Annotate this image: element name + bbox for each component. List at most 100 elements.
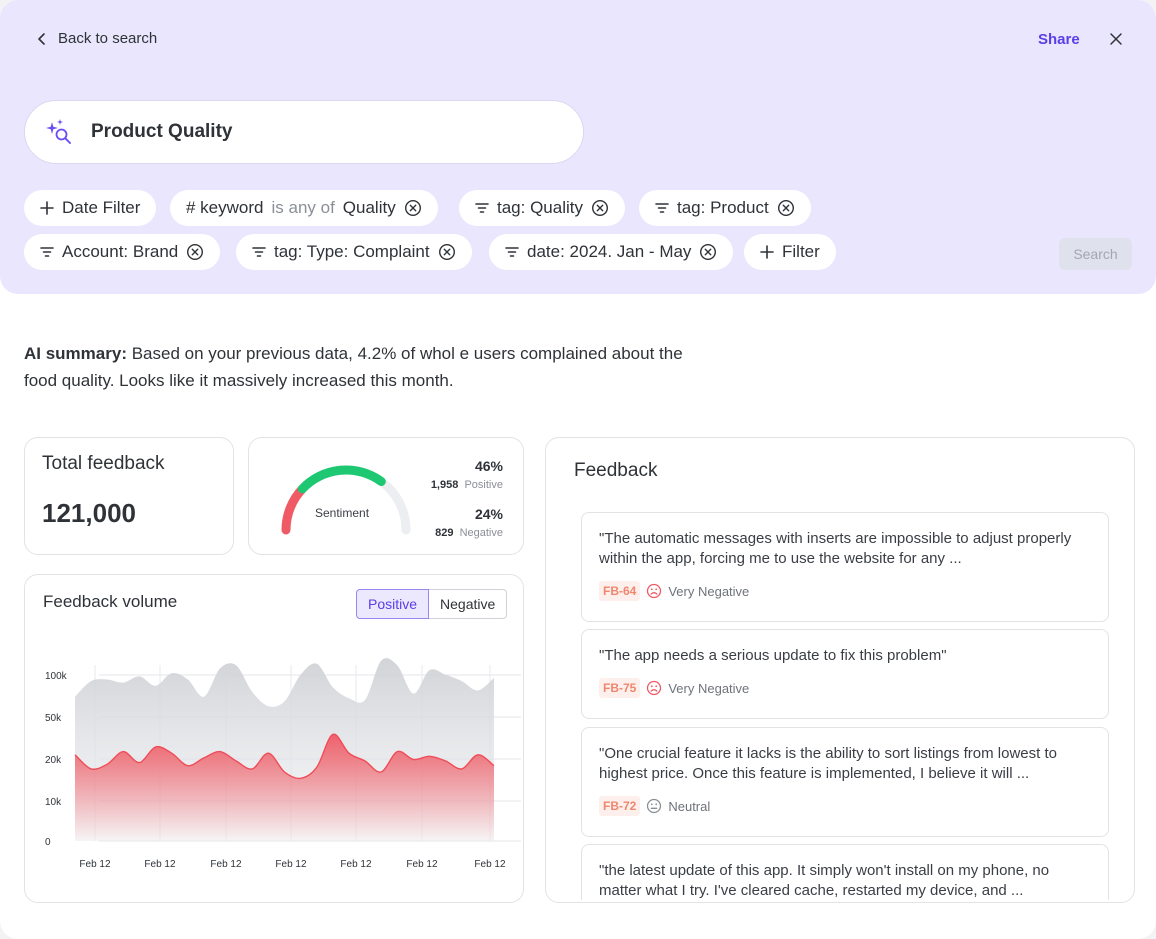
back-to-search-link[interactable]: Back to search [36, 30, 157, 47]
x-tick-label: Feb 12 [210, 859, 242, 870]
close-icon[interactable] [1108, 31, 1124, 47]
feedback-title: Feedback [574, 460, 658, 481]
x-tick-label: Feb 12 [144, 859, 176, 870]
gauge-track [281, 465, 411, 535]
tag-type-chip[interactable]: tag: Type: Complaint [236, 234, 472, 270]
feedback-text: "The automatic messages with inserts are… [599, 530, 1072, 567]
remove-circle-icon[interactable] [591, 199, 609, 217]
sentiment-card: Sentiment 46% 1,958 Positive 24% 829 Neg… [248, 437, 524, 555]
remove-circle-icon[interactable] [777, 199, 795, 217]
chip-label: Account: Brand [62, 242, 179, 261]
feedback-meta: FB-75 Very Negative [599, 678, 1092, 698]
neutral-face-icon [647, 798, 662, 814]
toggle-positive[interactable]: Positive [356, 589, 430, 619]
remove-circle-icon[interactable] [404, 199, 422, 217]
x-tick-label: Feb 12 [275, 859, 307, 870]
filter-icon [655, 203, 669, 213]
total-feedback-title: Total feedback [42, 453, 165, 474]
sad-face-icon [647, 680, 662, 696]
chevron-left-icon [38, 32, 45, 45]
ai-summary-text: Based on your previous data, 4.2% of who… [24, 344, 683, 390]
add-filter-chip[interactable]: Filter [744, 234, 836, 270]
date-filter-chip[interactable]: Date Filter [24, 190, 157, 226]
plus-icon [760, 245, 774, 259]
feedback-text: "the latest update of this app. It simpl… [599, 862, 1050, 899]
total-feedback-card: Total feedback 121,000 [24, 437, 234, 555]
feedback-item[interactable]: "One crucial feature it lacks is the abi… [581, 727, 1109, 837]
remove-circle-icon[interactable] [438, 243, 456, 261]
y-tick-label: 100k [45, 671, 68, 682]
search-header: Back to search Share Product Quality Dat… [0, 0, 1156, 294]
chip-label: Filter [782, 242, 820, 261]
feedback-volume-title: Feedback volume [43, 592, 178, 611]
negative-count: 829 [435, 527, 454, 539]
feedback-sentiment: Very Negative [668, 680, 750, 696]
x-tick-label: Feb 12 [79, 859, 111, 870]
feedback-list: "The automatic messages with inserts are… [581, 512, 1109, 900]
sentiment-gauge [281, 465, 411, 535]
feedback-meta: FB-64 Very Negative [599, 581, 1092, 601]
tag-product-chip[interactable]: tag: Product [639, 190, 811, 226]
feedback-volume-card: Feedback volume Positive Negative 100k 50… [24, 574, 524, 903]
volume-toggle: Positive Negative [356, 589, 508, 619]
positive-label: Positive [464, 479, 503, 491]
tag-quality-chip[interactable]: tag: Quality [459, 190, 625, 226]
filter-icon [40, 247, 54, 257]
chip-label: Date Filter [62, 198, 141, 217]
filter-icon [475, 203, 489, 213]
ai-summary-label: AI summary: [24, 344, 127, 363]
remove-circle-icon[interactable] [699, 243, 717, 261]
gauge-negative-arc [281, 484, 307, 535]
plus-icon [40, 201, 54, 215]
negative-sub: 829 Negative [435, 527, 503, 539]
positive-sub: 1,958 Positive [431, 479, 503, 491]
y-tick-label: 0 [45, 837, 51, 848]
x-tick-label: Feb 12 [340, 859, 372, 870]
feedback-id: FB-64 [599, 581, 641, 601]
y-tick-label: 50k [45, 713, 62, 724]
feedback-sentiment: Very Negative [668, 583, 750, 599]
series-positive-line [74, 733, 495, 780]
date-range-chip[interactable]: date: 2024. Jan - May [489, 234, 734, 270]
feedback-item[interactable]: "the latest update of this app. It simpl… [581, 844, 1109, 900]
back-label: Back to search [58, 30, 158, 47]
share-button[interactable]: Share [1038, 31, 1080, 48]
ai-summary: AI summary: Based on your previous data,… [24, 340, 704, 394]
chip-value: Quality [342, 198, 396, 217]
positive-stat: 46% 1,958 Positive [431, 458, 503, 491]
y-tick-label: 10k [45, 797, 62, 808]
search-query: Product Quality [91, 121, 233, 142]
filter-icon [505, 247, 519, 257]
ai-search-icon [46, 119, 71, 144]
total-feedback-value: 121,000 [42, 498, 136, 528]
feedback-meta: FB-72 Neutral [599, 796, 1092, 816]
x-tick-label: Feb 12 [474, 859, 506, 870]
search-button[interactable]: Search [1059, 238, 1132, 270]
x-tick-label: Feb 12 [406, 859, 438, 870]
chip-label: tag: Quality [497, 198, 583, 217]
account-brand-chip[interactable]: Account: Brand [24, 234, 221, 270]
feedback-id: FB-72 [599, 796, 641, 816]
filter-icon [252, 247, 266, 257]
feedback-text: "One crucial feature it lacks is the abi… [599, 745, 1057, 782]
feedback-item[interactable]: "The automatic messages with inserts are… [581, 512, 1109, 622]
negative-pct: 24% [474, 506, 503, 522]
toggle-negative[interactable]: Negative [429, 589, 508, 619]
remove-circle-icon[interactable] [186, 243, 204, 261]
search-input[interactable]: Product Quality [24, 100, 584, 164]
feedback-id: FB-75 [599, 678, 641, 698]
sad-face-icon [647, 583, 662, 599]
keyword-filter-chip[interactable]: # keyword is any of Quality [170, 190, 438, 226]
positive-count: 1,958 [430, 479, 459, 491]
chip-label: tag: Type: Complaint [274, 242, 430, 261]
gauge-label: Sentiment [315, 506, 370, 520]
chip-operator: is any of [271, 198, 335, 217]
feedback-volume-chart: 100k 50k 20k 10k 0 Feb 12 Feb 12 Feb 12 Feb 12 F… [45, 658, 521, 870]
chip-label: tag: Product [677, 198, 769, 217]
chip-label: # keyword [186, 198, 264, 217]
gauge-positive-arc [297, 465, 386, 494]
feedback-item[interactable]: "The app needs a serious update to fix t… [581, 629, 1109, 719]
feedback-text: "The app needs a serious update to fix t… [599, 647, 947, 664]
negative-stat: 24% 829 Negative [435, 506, 503, 539]
